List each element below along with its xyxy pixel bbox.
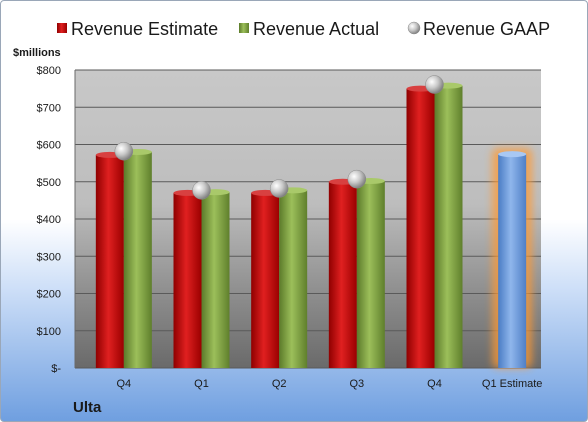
bar-revenue-actual [356, 181, 385, 368]
y-tick-label: $100 [37, 326, 61, 338]
revenue-gaap-marker [269, 179, 289, 198]
x-tick-label: Q1 [194, 378, 209, 390]
legend-label: Revenue GAAP [423, 19, 550, 39]
revenue-gaap-marker [114, 141, 134, 161]
bar-top-q1-estimate [498, 151, 527, 158]
bar-revenue-estimate [173, 192, 202, 368]
bar-revenue-estimate [406, 88, 435, 368]
revenue-gaap-marker [347, 169, 367, 189]
bars [95, 75, 533, 369]
y-tick-label: $600 [37, 140, 61, 152]
y-tick-label: $- [51, 363, 61, 375]
bar-revenue-estimate [328, 181, 357, 368]
gridlines [74, 69, 541, 369]
revenue-gaap-marker [192, 181, 211, 200]
revenue-gaap-marker [425, 75, 444, 94]
bar-revenue-estimate [95, 154, 124, 368]
legend-swatch [407, 21, 421, 35]
legend-swatch [57, 23, 67, 33]
x-tick-label: Q4 [427, 378, 442, 390]
legend: Revenue Estimate Revenue Actual Revenue GA… [57, 19, 550, 39]
y-tick-label: $400 [37, 214, 61, 226]
x-tick-label: Q3 [349, 378, 364, 390]
y-tick-label: $700 [37, 102, 61, 114]
y-tick-label: $200 [37, 289, 61, 301]
x-tick-label: Q1 Estimate [482, 378, 543, 390]
y-tick-label: $300 [37, 251, 61, 263]
bar-revenue-actual [279, 190, 308, 368]
legend-label: Revenue Estimate [71, 19, 218, 39]
legend-swatch [239, 23, 249, 33]
x-tick-label: Q2 [272, 378, 287, 390]
y-unit-label: $millions [13, 47, 61, 59]
bar-revenue-estimate [251, 192, 280, 368]
bar-revenue-actual [123, 151, 152, 368]
bar-revenue-actual [201, 192, 230, 368]
x-axis-ticks: Q4 Q1 Q2 Q3 Q4 Q1 Estimate [116, 378, 542, 390]
company-name: Ulta [73, 399, 102, 416]
y-axis-ticks: $- $100 $200 $300 $400 $500 $600 $700 $800 [37, 65, 62, 375]
y-tick-label: $500 [37, 177, 61, 189]
y-tick-label: $800 [37, 65, 61, 77]
legend-label: Revenue Actual [253, 19, 379, 39]
x-tick-label: Q4 [116, 378, 131, 390]
bar-revenue-actual [434, 85, 463, 369]
bar-q1-estimate [498, 154, 527, 368]
